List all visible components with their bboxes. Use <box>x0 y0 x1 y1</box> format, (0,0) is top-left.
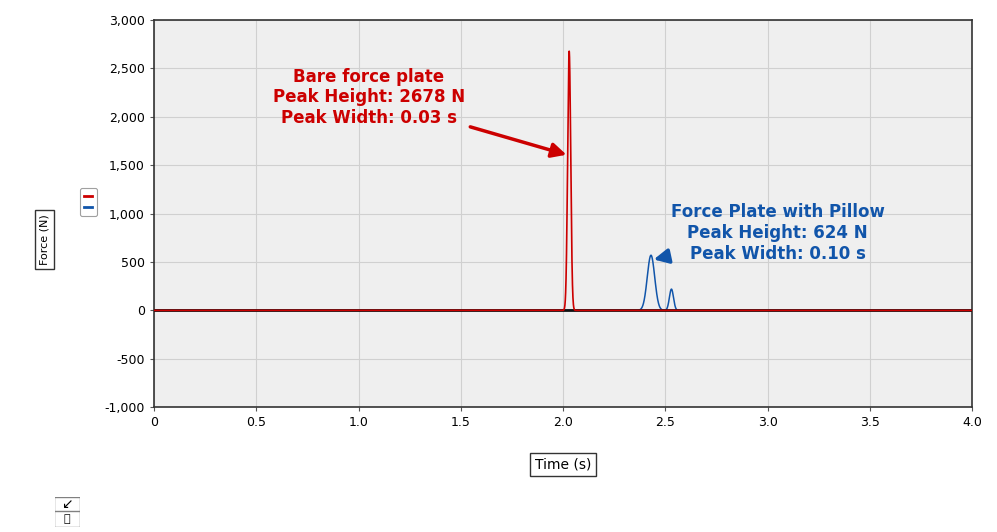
Text: Force (N): Force (N) <box>40 214 50 265</box>
Text: ↙: ↙ <box>61 497 73 511</box>
Text: Force Plate with Pillow
Peak Height: 624 N
Peak Width: 0.10 s: Force Plate with Pillow Peak Height: 624… <box>657 203 884 263</box>
Text: Time (s): Time (s) <box>534 458 591 471</box>
FancyBboxPatch shape <box>54 511 80 527</box>
FancyBboxPatch shape <box>54 497 80 512</box>
Text: 🔍: 🔍 <box>64 514 70 524</box>
Legend: , : , <box>81 188 97 215</box>
Text: Bare force plate
Peak Height: 2678 N
Peak Width: 0.03 s: Bare force plate Peak Height: 2678 N Pea… <box>273 68 562 156</box>
